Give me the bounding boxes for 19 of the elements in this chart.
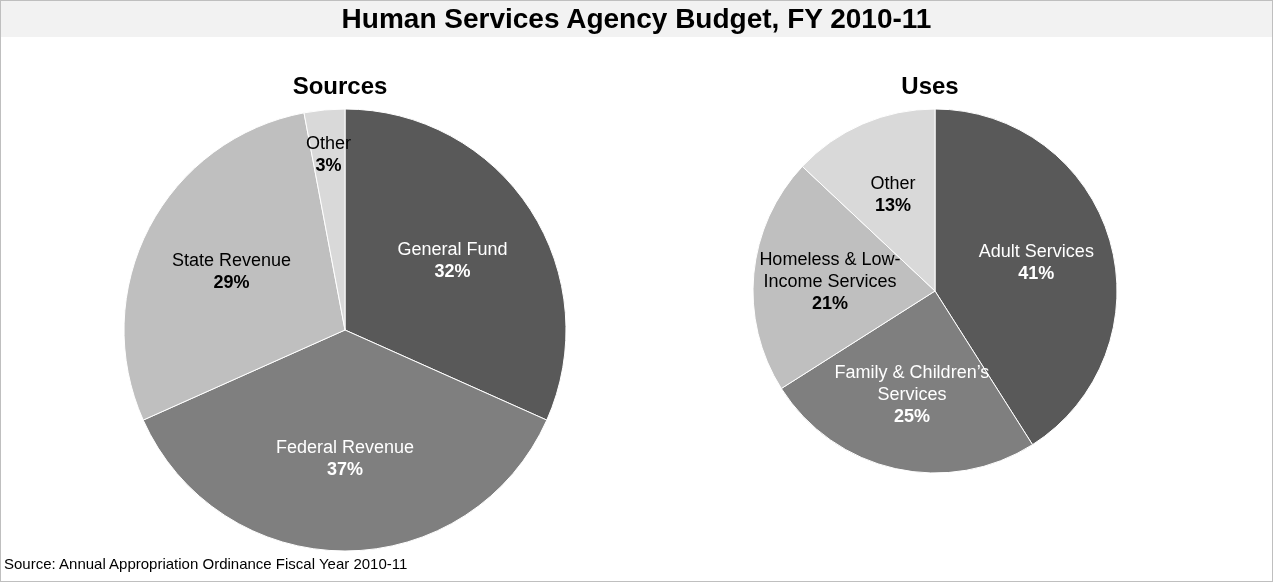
data-label: 37% [326, 459, 364, 480]
slice-label: Adult Services [978, 240, 1094, 261]
data-label: 13% [875, 195, 912, 216]
slice-label: Homeless & Low-Income Services [759, 249, 901, 292]
chart-subtitle: Sources [291, 72, 389, 101]
slice-label: General Fund [397, 239, 508, 260]
text: Human Services Agency Budget, FY 2010-11 [1, 1, 1272, 37]
data-label: 3% [315, 154, 342, 175]
slice-label: Other [870, 173, 916, 194]
slice-label: Family & Children’s Services [834, 362, 990, 405]
data-label: 25% [893, 406, 930, 427]
data-label: 41% [1018, 262, 1055, 283]
source-note: Source: Annual Appropriation Ordinance Fiscal Year 2010-11 [4, 555, 408, 572]
data-label: 29% [213, 271, 250, 292]
slice-label: State Revenue [171, 249, 291, 270]
chart-subtitle: Uses [900, 72, 960, 101]
data-label: 21% [811, 293, 848, 314]
slice-label: Federal Revenue [275, 437, 415, 458]
data-label: 32% [434, 261, 471, 282]
